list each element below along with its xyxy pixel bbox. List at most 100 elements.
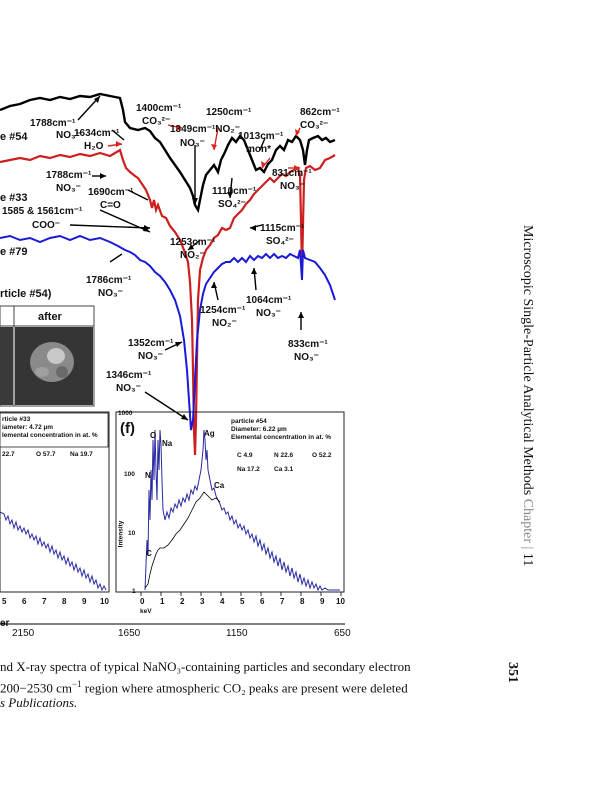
peak-label-1254-species: NO₂⁻: [212, 318, 237, 329]
edx-peak-n: N: [145, 471, 151, 480]
sem-image-table: [0, 305, 95, 407]
edx-right-row1-c: C 4.9: [237, 452, 253, 459]
peak-label-1349-species: NO₃⁻: [180, 138, 205, 149]
peak-label-1788-b: 1788cm⁻¹: [46, 170, 92, 181]
peak-label-1013-species: mon*: [246, 144, 271, 155]
edx-peak-na: Na: [162, 439, 173, 448]
edx-left-value-1: 22.7: [2, 451, 15, 458]
edx-right-row2-na: Na 17.2: [237, 466, 260, 473]
edx-right-ytick-100: 100: [124, 471, 135, 478]
peak-label-1346-species: NO₃⁻: [116, 383, 141, 394]
edx-left-value-2: O 57.7: [36, 451, 56, 458]
edx-left-value-3: Na 19.7: [70, 451, 93, 458]
caption-line-2: 200−2530 cm−1 region where atmospheric C…: [0, 679, 408, 696]
peak-label-833: 833cm⁻¹: [288, 339, 328, 350]
peak-label-1115: 1115cm⁻¹: [260, 223, 305, 234]
running-title: Microscopic Single-Particle Analytical M…: [520, 225, 535, 496]
edx-right-info-3: Elemental concentration in at. %: [231, 434, 332, 441]
sem-image-before: [0, 327, 13, 405]
spectrum-particle-79: [0, 234, 336, 431]
edx-peak-ca: Ca: [214, 481, 225, 490]
peak-label-862: 862cm⁻¹: [300, 107, 340, 118]
peak-label-1786: 1786cm⁻¹: [86, 275, 132, 286]
edx-right-spectrum-dark: [144, 491, 221, 589]
edx-peak-o: O: [150, 431, 157, 440]
sem-after-label: after: [38, 311, 62, 323]
edx-right-xtick-2: 2: [180, 597, 185, 606]
edx-left-info-3: lemental concentration in at. %: [2, 432, 98, 439]
ir-tick-1150: 1150: [226, 628, 248, 639]
edx-left-tick-7: 7: [42, 597, 47, 606]
peak-label-1250: 1250cm⁻¹: [206, 107, 252, 118]
chapter-number: 11: [520, 552, 535, 567]
caption-line-1: nd X-ray spectra of typical NaNO₃-contai…: [0, 659, 411, 674]
peak-label-1064-species: NO₃⁻: [256, 308, 281, 319]
edx-left-info-1: rticle #33: [2, 416, 31, 423]
edx-right-row1-o: O 52.2: [312, 452, 332, 459]
peak-label-1253: 1253cm⁻¹: [170, 237, 216, 248]
edx-right-xtick-4: 4: [220, 597, 225, 606]
edx-left-info-2: iameter: 4.72 µm: [2, 424, 54, 431]
peak-label-1352: 1352cm⁻¹: [128, 338, 174, 349]
peak-label-833-species: NO₃⁻: [294, 352, 319, 363]
ir-tick-2150: 2150: [12, 628, 35, 639]
peak-label-831-species: NO₃⁻: [280, 181, 305, 192]
label-particle-79: e #79: [0, 246, 28, 258]
peak-label-1634-species: H₂O: [84, 141, 104, 152]
peak-label-1400-species: CO₃²⁻: [142, 116, 171, 127]
edx-right-xtick-1: 1: [160, 597, 165, 606]
peak-label-1400: 1400cm⁻¹: [136, 103, 182, 114]
edx-left-tick-5: 5: [2, 597, 7, 606]
edx-right-ytick-1: 1: [132, 588, 136, 595]
edx-right-axis-ticks: [140, 592, 342, 596]
edx-right-xtick-7: 7: [280, 597, 285, 606]
edx-right-xtick-10: 10: [336, 597, 345, 606]
edx-right-xtick-6: 6: [260, 597, 265, 606]
label-particle-54: e #54: [0, 131, 28, 143]
edx-left-tick-8: 8: [62, 597, 67, 606]
peak-label-1788-b-species: NO₃⁻: [56, 183, 81, 194]
panel-letter-f: (f): [120, 420, 135, 437]
edx-left-tick-6: 6: [22, 597, 27, 606]
peak-label-1585: 1585 & 1561cm⁻¹: [2, 206, 83, 217]
peak-label-1253-species: NO₂⁻: [180, 250, 205, 261]
peak-label-1349: 1349cm⁻¹NO₂⁻: [170, 124, 241, 135]
peak-label-1585-species: COO⁻: [32, 220, 61, 231]
edx-right-y-label: Intensity: [117, 520, 125, 548]
edx-peak-c: C: [146, 549, 152, 558]
peak-label-1064: 1064cm⁻¹: [246, 295, 292, 306]
edx-right-frame: [115, 411, 345, 593]
edx-right-info-1: particle #54: [231, 418, 267, 425]
caption-line-3: s Publications.: [0, 695, 78, 710]
edx-right-xtick-3: 3: [200, 597, 205, 606]
edx-right-xtick-9: 9: [320, 597, 325, 606]
peak-label-1254: 1254cm⁻¹: [200, 305, 246, 316]
label-particle-33: e #33: [0, 192, 28, 204]
edx-right-row2-ca: Ca 3.1: [274, 466, 294, 473]
edx-right-xtick-8: 8: [300, 597, 305, 606]
ir-tick-1650: 1650: [118, 628, 141, 639]
page-number: 351: [505, 662, 520, 683]
peak-label-1788-a-species: NO₃⁻: [56, 130, 81, 141]
edx-left-spectrum: [0, 511, 107, 592]
edx-right-ytick-10: 10: [128, 530, 136, 537]
peak-label-831: 831cm⁻¹: [272, 168, 312, 179]
peak-label-1352-species: NO₃⁻: [138, 351, 163, 362]
peak-label-1110: 1110cm⁻¹: [212, 186, 257, 197]
edx-peak-ag: Ag: [204, 429, 215, 438]
peak-label-1346: 1346cm⁻¹: [106, 370, 152, 381]
chapter-word: Chapter: [520, 498, 535, 544]
peak-label-862-species: CO₃²⁻: [300, 120, 329, 131]
edx-right-xtick-5: 5: [240, 597, 245, 606]
peak-label-1013: 1013cm⁻¹: [238, 131, 284, 142]
ir-tick-650: 650: [334, 628, 351, 639]
edx-left-tick-10: 10: [100, 597, 109, 606]
peak-label-1115-species: SO₄²⁻: [266, 236, 294, 247]
ir-axis-fragment: er: [0, 618, 10, 629]
peak-label-1634: 1634cm⁻¹: [74, 128, 120, 139]
edx-right-x-label: keV: [140, 608, 152, 615]
peak-label-1786-species: NO₃⁻: [98, 288, 123, 299]
edx-right-info-2: Diameter: 6.22 µm: [231, 426, 287, 433]
running-header: Microscopic Single-Particle Analytical M…: [520, 225, 535, 567]
